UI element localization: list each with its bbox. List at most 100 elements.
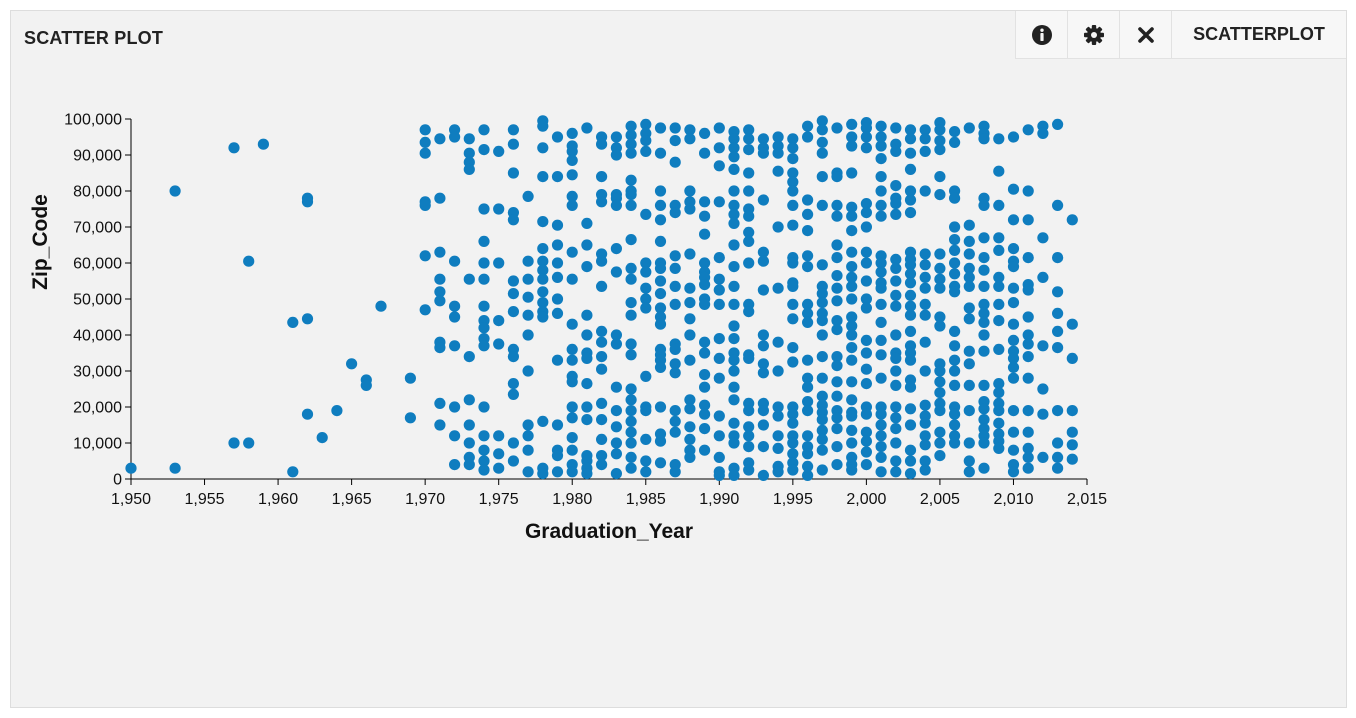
scatter-point[interactable] xyxy=(860,334,873,346)
scatter-point[interactable] xyxy=(846,140,858,152)
scatter-point[interactable] xyxy=(566,354,578,366)
scatter-point[interactable] xyxy=(993,199,1005,211)
scatter-point[interactable] xyxy=(493,448,505,460)
scatter-point[interactable] xyxy=(978,280,990,292)
scatter-point[interactable] xyxy=(625,199,637,211)
scatter-point[interactable] xyxy=(904,289,917,301)
scatter-point[interactable] xyxy=(1022,442,1034,454)
scatter-point[interactable] xyxy=(566,376,578,388)
scatter-point[interactable] xyxy=(831,282,843,294)
scatter-point[interactable] xyxy=(1007,352,1020,364)
scatter-point[interactable] xyxy=(772,410,784,422)
settings-button[interactable] xyxy=(1067,11,1119,59)
scatter-point[interactable] xyxy=(1007,426,1020,438)
scatter-point[interactable] xyxy=(963,437,975,449)
scatter-point[interactable] xyxy=(890,329,902,341)
scatter-point[interactable] xyxy=(654,457,667,469)
scatter-point[interactable] xyxy=(875,282,887,294)
scatter-point[interactable] xyxy=(228,437,240,449)
scatter-point[interactable] xyxy=(743,226,755,238)
scatter-point[interactable] xyxy=(846,118,858,130)
scatter-point[interactable] xyxy=(1022,214,1034,226)
scatter-point[interactable] xyxy=(890,253,902,265)
scatter-point[interactable] xyxy=(522,365,534,377)
scatter-point[interactable] xyxy=(581,217,593,229)
scatter-point[interactable] xyxy=(816,124,828,136)
scatter-point[interactable] xyxy=(507,124,519,136)
scatter-point[interactable] xyxy=(1052,199,1064,211)
scatter-point[interactable] xyxy=(875,153,887,165)
scatter-point[interactable] xyxy=(978,462,990,474)
scatter-point[interactable] xyxy=(978,307,990,319)
scatter-point[interactable] xyxy=(728,280,740,292)
scatter-point[interactable] xyxy=(904,124,917,136)
scatter-point[interactable] xyxy=(728,261,740,273)
scatter-point[interactable] xyxy=(463,351,475,363)
scatter-point[interactable] xyxy=(772,365,784,377)
scatter-point[interactable] xyxy=(978,414,990,426)
scatter-point[interactable] xyxy=(684,421,696,433)
scatter-point[interactable] xyxy=(654,235,667,247)
scatter-point[interactable] xyxy=(978,264,990,276)
scatter-point[interactable] xyxy=(890,208,902,220)
scatter-point[interactable] xyxy=(949,286,961,298)
scatter-point[interactable] xyxy=(1052,307,1064,319)
scatter-point[interactable] xyxy=(493,338,505,350)
scatter-point[interactable] xyxy=(640,433,652,445)
scatter-point[interactable] xyxy=(890,412,902,424)
scatter-point[interactable] xyxy=(1066,426,1078,438)
scatter-point[interactable] xyxy=(743,167,755,179)
scatter-point[interactable] xyxy=(978,345,990,357)
scatter-point[interactable] xyxy=(772,466,784,478)
scatter-point[interactable] xyxy=(684,282,696,294)
scatter-point[interactable] xyxy=(507,351,519,363)
scatter-point[interactable] xyxy=(890,401,902,413)
scatter-point[interactable] xyxy=(934,189,946,201)
scatter-point[interactable] xyxy=(816,329,828,341)
scatter-point[interactable] xyxy=(831,122,843,134)
scatter-point[interactable] xyxy=(625,405,637,417)
scatter-point[interactable] xyxy=(728,151,740,163)
scatter-point[interactable] xyxy=(904,444,917,456)
scatter-point[interactable] xyxy=(963,345,975,357)
scatter-point[interactable] xyxy=(757,255,770,267)
scatter-point[interactable] xyxy=(713,196,725,208)
scatter-point[interactable] xyxy=(831,315,843,327)
scatter-point[interactable] xyxy=(728,394,740,406)
scatter-point[interactable] xyxy=(566,169,578,181)
scatter-point[interactable] xyxy=(904,259,917,271)
scatter-point[interactable] xyxy=(566,444,578,456)
scatter-point[interactable] xyxy=(463,163,475,175)
scatter-point[interactable] xyxy=(919,399,931,411)
scatter-point[interactable] xyxy=(919,365,931,377)
scatter-point[interactable] xyxy=(846,293,858,305)
scatter-point[interactable] xyxy=(1037,271,1049,283)
scatter-point[interactable] xyxy=(846,280,858,292)
scatter-point[interactable] xyxy=(743,441,755,453)
scatter-point[interactable] xyxy=(846,167,858,179)
scatter-point[interactable] xyxy=(566,154,578,166)
scatter-point[interactable] xyxy=(566,199,578,211)
scatter-point[interactable] xyxy=(728,381,740,393)
scatter-point[interactable] xyxy=(566,401,578,413)
scatter-point[interactable] xyxy=(596,351,608,363)
scatter-point[interactable] xyxy=(1052,325,1064,337)
scatter-point[interactable] xyxy=(743,257,755,269)
scatter-point[interactable] xyxy=(846,261,858,273)
scatter-point[interactable] xyxy=(625,462,637,474)
scatter-point[interactable] xyxy=(728,163,740,175)
scatter-point[interactable] xyxy=(1022,185,1034,197)
scatter-point[interactable] xyxy=(1022,124,1034,136)
scatter-point[interactable] xyxy=(551,466,564,478)
scatter-point[interactable] xyxy=(566,273,578,285)
scatter-point[interactable] xyxy=(934,376,946,388)
scatter-point[interactable] xyxy=(860,275,873,287)
scatter-point[interactable] xyxy=(963,235,975,247)
scatter-point[interactable] xyxy=(757,246,770,258)
scatter-point[interactable] xyxy=(728,199,740,211)
scatter-point[interactable] xyxy=(625,451,637,463)
scatter-point[interactable] xyxy=(846,225,858,237)
scatter-point[interactable] xyxy=(860,198,873,210)
scatter-point[interactable] xyxy=(699,147,711,159)
scatter-point[interactable] xyxy=(757,284,770,296)
